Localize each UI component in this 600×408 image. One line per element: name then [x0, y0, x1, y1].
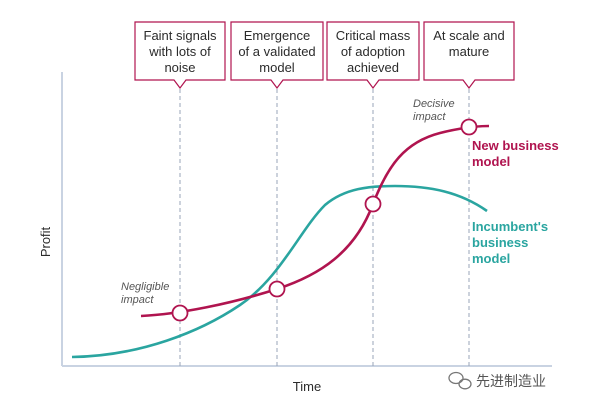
negligible-impact-line-2: impact — [121, 294, 154, 306]
stage-box-4: At scale and mature — [423, 21, 515, 89]
stage-1-line-3: noise — [164, 60, 195, 75]
new-model-label-line-2: model — [472, 154, 510, 169]
incumbent-label-line-1: Incumbent's — [472, 219, 548, 234]
negligible-impact-line-1: Negligible — [121, 281, 169, 293]
stage-box-3: Critical mass of adoption achieved — [326, 21, 420, 89]
stage-4-line-2: mature — [449, 44, 489, 59]
x-axis-label: Time — [293, 379, 321, 394]
decisive-impact-line-1: Decisive — [413, 98, 455, 110]
stage-3-line-1: Critical mass — [336, 28, 411, 43]
stage-3-line-2: of adoption — [341, 44, 405, 59]
stage-1-line-1: Faint signals — [144, 28, 217, 43]
stage-3-line-3: achieved — [347, 60, 399, 75]
stage-box-1: Faint signals with lots of noise — [134, 21, 226, 89]
stage-2-line-1: Emergence — [244, 28, 310, 43]
stage-2-line-3: model — [259, 60, 295, 75]
marker-negligible — [171, 304, 189, 322]
marker-validated — [268, 280, 286, 298]
watermark-text: 先进制造业 — [476, 374, 546, 390]
stage-dividers — [179, 82, 470, 366]
wechat-icon — [448, 371, 472, 390]
incumbent-label-line-2: business — [472, 235, 528, 250]
incumbent-curve — [71, 184, 488, 359]
stage-1-line-2: with lots of — [148, 44, 211, 59]
decisive-impact-line-2: impact — [413, 111, 446, 123]
y-axis-label: Profit — [38, 226, 53, 257]
new-model-curve — [140, 124, 490, 318]
stage-4-line-1: At scale and — [433, 28, 505, 43]
watermark: 先进制造业 — [448, 371, 546, 390]
stage-2-line-2: of a validated — [238, 44, 315, 59]
incumbent-label-line-3: model — [472, 251, 510, 266]
new-model-label-line-1: New business — [472, 138, 559, 153]
marker-critical-mass — [364, 195, 382, 213]
marker-decisive — [460, 118, 478, 136]
stage-box-2: Emergence of a validated model — [230, 21, 324, 89]
